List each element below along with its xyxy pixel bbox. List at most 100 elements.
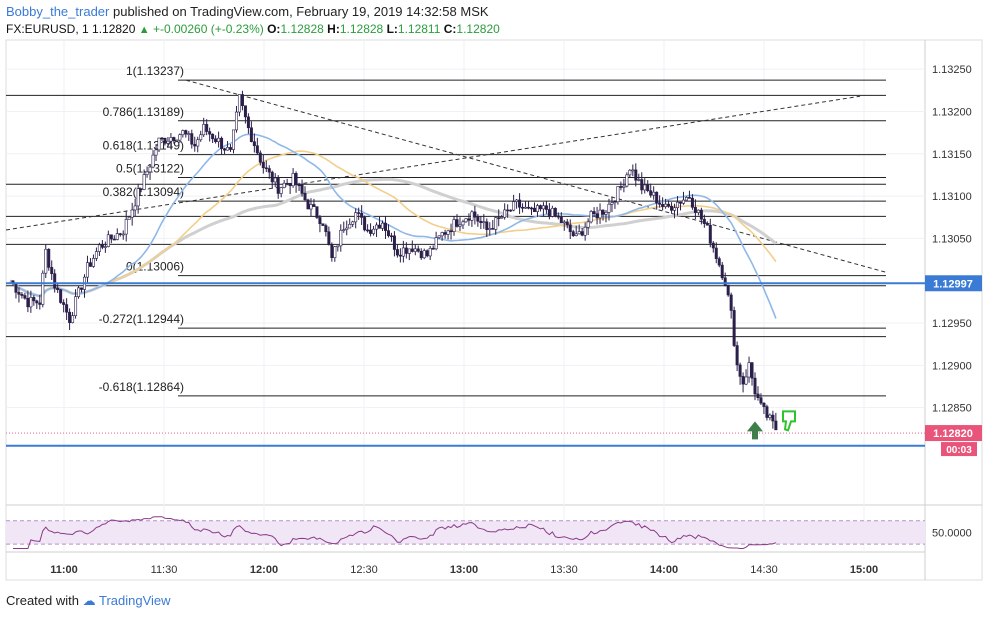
tradingview-logo-icon: ☁ (82, 593, 96, 608)
candle-body (482, 221, 486, 224)
time-tick: 11:00 (50, 564, 78, 576)
candle-body (264, 167, 268, 170)
price-axis[interactable]: 1.13250 1.13200 1.13150 1.13100 1.13050 1.129… (932, 64, 972, 415)
symbol-label: FX:EURUSD, 1 (6, 22, 89, 36)
candle-body (139, 188, 143, 190)
candle-body (386, 230, 390, 237)
candle-body (503, 209, 507, 218)
trend-line-down (185, 79, 887, 273)
time-tick: 13:30 (550, 564, 578, 576)
fib-label: 0(1.13006) (126, 260, 184, 274)
publish-info: Bobby_the_trader published on TradingVie… (6, 4, 489, 19)
candle-body (32, 297, 36, 302)
candle-body (726, 284, 730, 296)
fib-label: 0.786(1.13189) (103, 105, 184, 119)
candle-body (744, 376, 748, 385)
candle-body (392, 235, 396, 250)
candle-body (208, 131, 212, 135)
thumbs-down-icon (782, 410, 796, 432)
price-tick: 1.13050 (932, 233, 972, 245)
candle-body (670, 205, 674, 211)
candle-body (357, 212, 361, 214)
candle-body (589, 211, 593, 223)
fib-label: -0.272(1.12944) (99, 312, 184, 326)
candle-body (234, 111, 238, 131)
candle-body (17, 292, 21, 295)
candle-body (681, 199, 685, 204)
candle-body (124, 219, 128, 235)
candle-body (202, 124, 206, 136)
close-label: C: (443, 22, 457, 36)
candle-body (220, 137, 224, 149)
candle-body (285, 182, 289, 185)
candle-body (753, 377, 757, 395)
candle-body (527, 206, 531, 209)
candle-body (476, 216, 480, 222)
candle-body (389, 235, 393, 238)
candle-body (723, 277, 727, 286)
candle-body (77, 287, 81, 297)
candle-body (649, 190, 653, 196)
candle-body (571, 231, 575, 236)
candle-body (112, 238, 116, 241)
high-label: H: (327, 22, 340, 36)
candle-body (407, 248, 411, 254)
candle-body (696, 209, 700, 213)
candle-body (318, 217, 322, 225)
candle-body (255, 145, 259, 154)
candle-body (413, 248, 417, 252)
candle-body (294, 173, 298, 186)
horizontal-levels[interactable]: 1.12997 1.12820 00:03 (6, 275, 982, 457)
candle-body (637, 179, 641, 181)
candle-body (175, 139, 179, 142)
time-tick: 14:30 (750, 564, 778, 576)
ma-blue (9, 133, 777, 319)
candle-body (699, 209, 703, 220)
candle-body (693, 207, 697, 213)
candle-body (655, 191, 659, 204)
candle-body (673, 207, 677, 211)
candle-body (372, 228, 376, 234)
candle-body (661, 203, 665, 207)
candle-body (544, 205, 548, 210)
candle-body (366, 229, 370, 232)
tradingview-brand[interactable]: TradingView (99, 593, 171, 608)
trend-lines (5, 79, 887, 273)
time-axis[interactable]: 11:00 11:30 12:00 12:30 13:00 13:30 14:00 14:30… (50, 564, 878, 576)
candle-body (127, 216, 131, 220)
candle-body (118, 233, 122, 235)
candle-body (515, 199, 519, 202)
candle-body (500, 216, 504, 219)
time-tick: 15:00 (850, 564, 878, 576)
candle-body (595, 213, 599, 219)
candle-body (440, 232, 444, 237)
candle-body (419, 250, 423, 259)
candle-body (223, 148, 227, 151)
candle-body (172, 137, 176, 141)
candle-body (756, 393, 760, 398)
candle-body (735, 345, 739, 366)
moving-averages (9, 133, 777, 319)
countdown-tag (941, 442, 977, 457)
candle-body (378, 224, 382, 229)
username-link[interactable]: Bobby_the_trader (6, 4, 110, 19)
candle-body (422, 250, 426, 259)
candle-body (586, 221, 590, 228)
candle-body (178, 134, 182, 141)
candle-body (20, 294, 24, 296)
candle-body (38, 302, 42, 305)
candle-body (604, 212, 608, 215)
candle-body (106, 234, 110, 247)
candle-body (762, 402, 766, 407)
candle-body (592, 211, 596, 214)
candle-body (524, 206, 528, 209)
candle-body (547, 209, 551, 217)
candle-body (327, 231, 331, 245)
candle-body (237, 94, 241, 113)
rsi-line (13, 516, 777, 549)
time-tick: 14:00 (650, 564, 678, 576)
candle-body (145, 171, 149, 175)
candle-body (610, 202, 614, 205)
candle-body (491, 228, 495, 230)
